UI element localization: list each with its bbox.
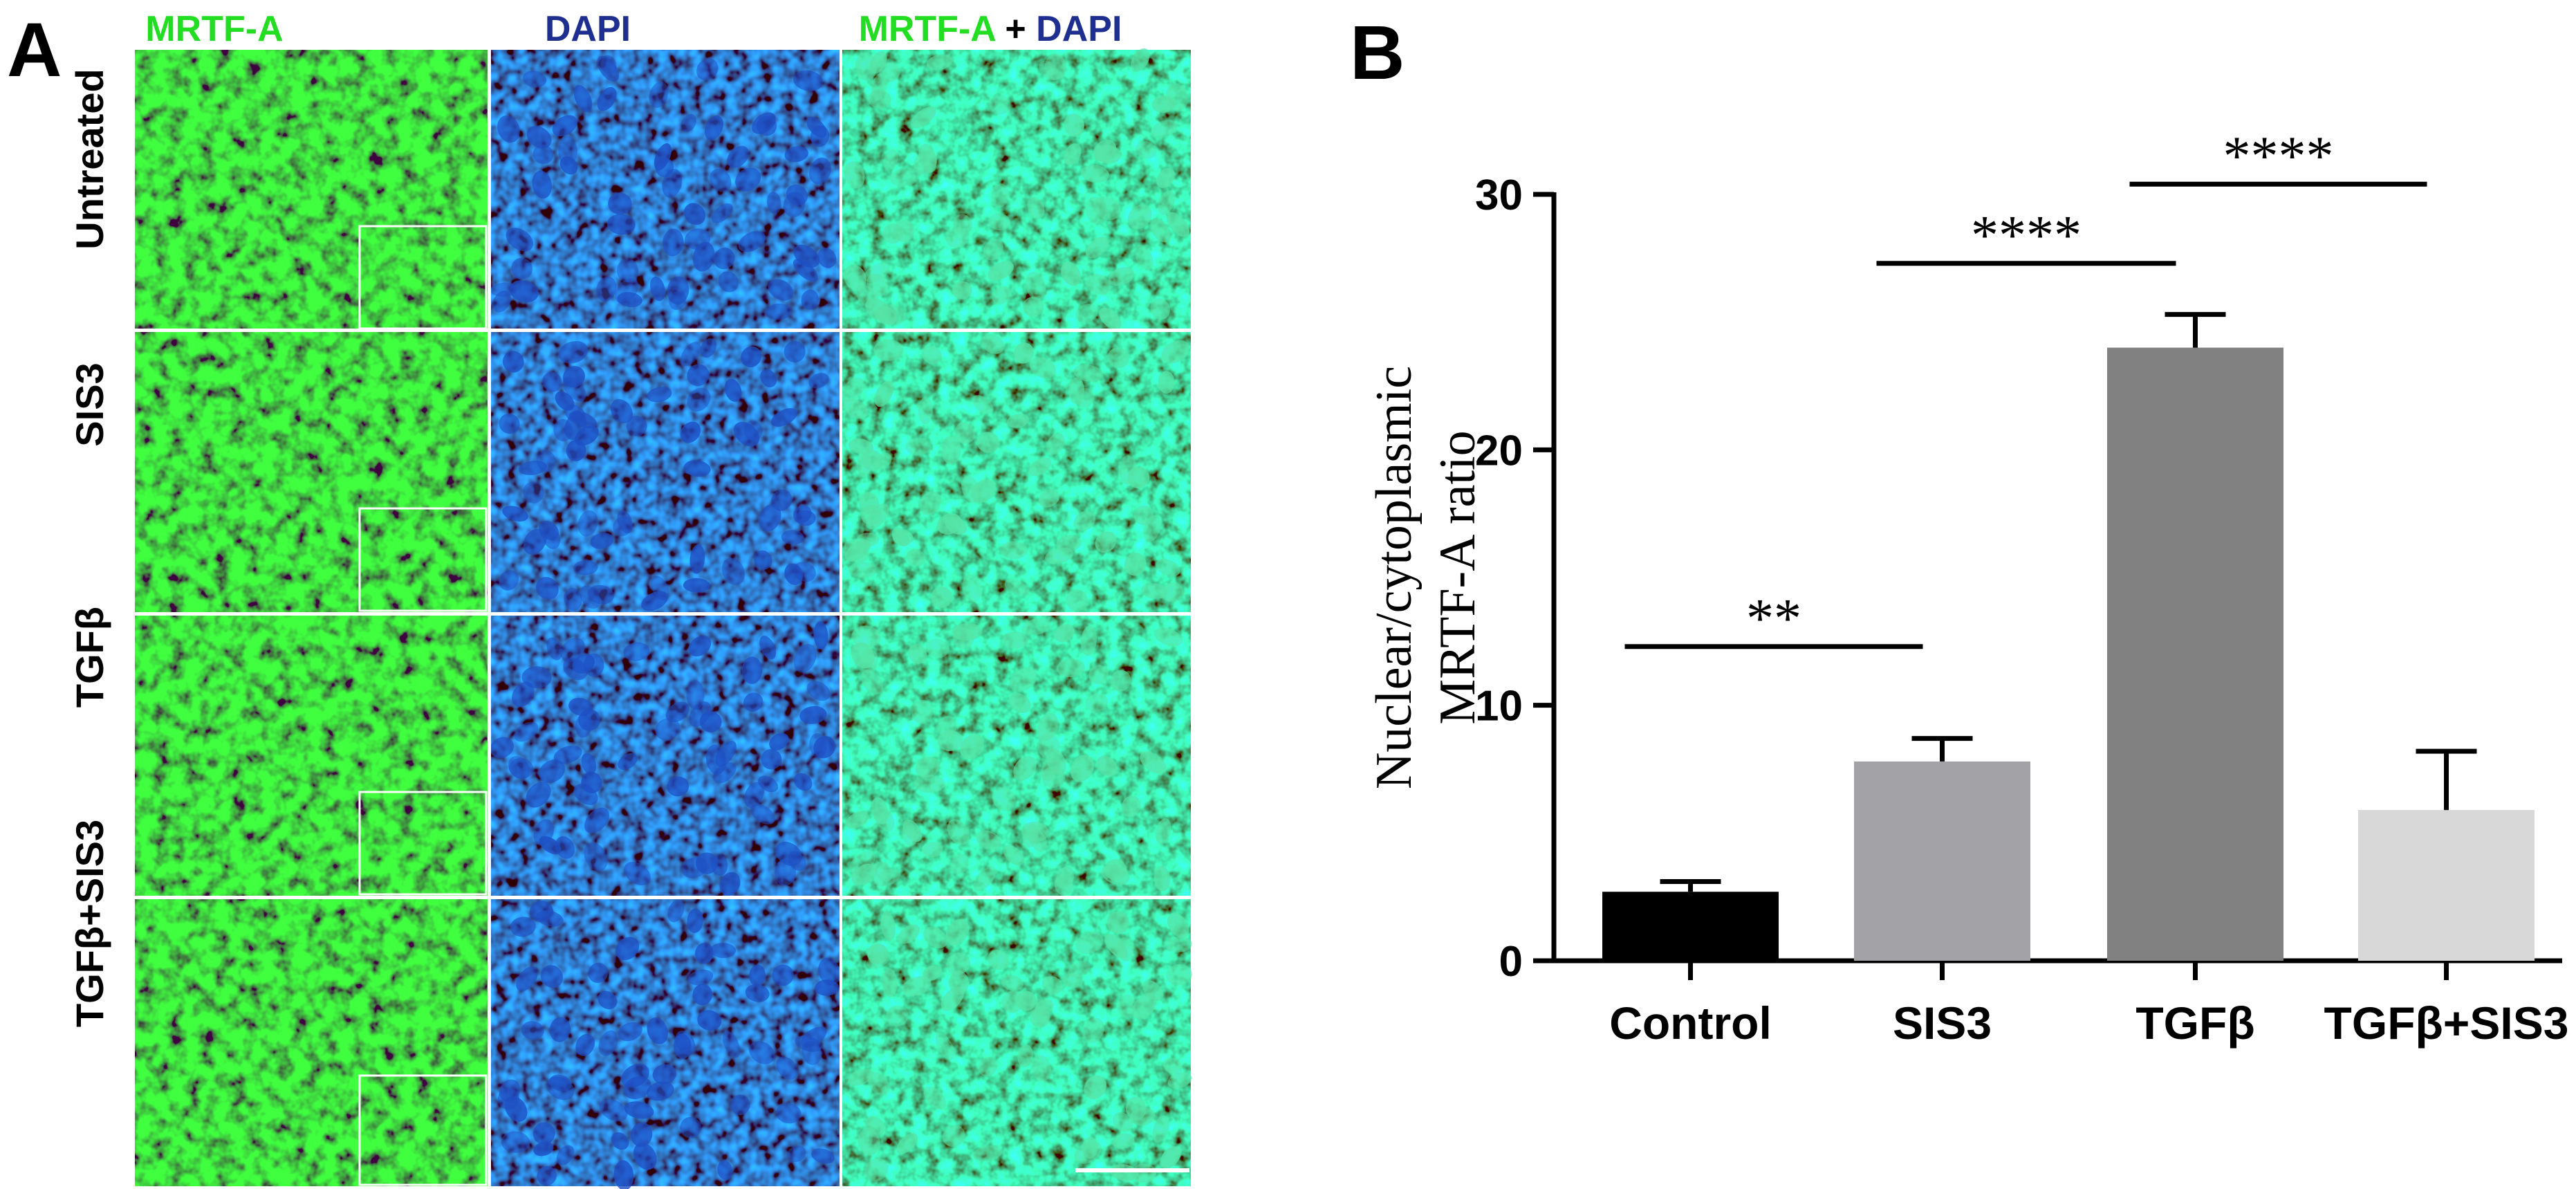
- micrograph-tgfb-sis3-dapi: [491, 899, 840, 1189]
- column-header-merge: MRTF-A + DAPI: [838, 10, 1142, 48]
- column-header-dapi: DAPI: [544, 9, 631, 49]
- micrograph-sis3-merge: [841, 332, 1191, 612]
- panel-b-letter: B: [1350, 10, 1405, 95]
- micrograph-tgfb-dapi: [490, 616, 840, 896]
- micrograph-untreated-merge: [842, 48, 1191, 330]
- micrograph-tgfb-mrtf-a: [135, 616, 488, 896]
- panel-a-letter: A: [7, 8, 62, 93]
- merge-part-mrtf-a: MRTF-A: [858, 9, 995, 49]
- y-axis-label: Nuclear/cytoplasmic MRTF-A ratio: [1366, 366, 1486, 789]
- bar: [1854, 761, 2030, 961]
- micrograph-sis3-mrtf-a: [135, 332, 488, 612]
- category-label: Control: [1609, 997, 1772, 1049]
- micrograph-tgfb-sis3-mrtf-a: [135, 899, 488, 1186]
- category-label: SIS3: [1893, 997, 1992, 1049]
- micrograph-panel: [135, 48, 1193, 1189]
- bar: [1602, 892, 1779, 961]
- bar: [2358, 810, 2535, 961]
- merge-part-dapi: DAPI: [1036, 9, 1122, 49]
- significance-label: ****: [1971, 205, 2082, 266]
- y-tick-label: 30: [1475, 172, 1523, 219]
- y-tick-label: 10: [1475, 683, 1523, 730]
- significance-label: **: [1746, 589, 1801, 649]
- micrograph-tgfb-sis3-merge: [842, 899, 1193, 1186]
- significance-label: ****: [2223, 126, 2334, 187]
- micrograph-untreated-mrtf-a: [135, 50, 488, 330]
- category-label: TGFβ+SIS3: [2324, 997, 2569, 1049]
- y-tick-label: 20: [1475, 427, 1523, 474]
- micrograph-sis3-dapi: [491, 332, 840, 612]
- inset-box: [358, 791, 488, 896]
- bar: [2107, 347, 2283, 961]
- merge-plus: +: [994, 9, 1037, 49]
- column-header-mrtf-a: MRTF-A: [145, 9, 284, 49]
- category-label: TGFβ: [2135, 997, 2254, 1049]
- micrograph-tgfb-merge: [842, 616, 1191, 896]
- y-tick-label: 0: [1499, 938, 1523, 986]
- micrograph-untreated-dapi: [490, 50, 840, 330]
- inset-box: [358, 507, 488, 612]
- inset-box: [358, 1074, 488, 1186]
